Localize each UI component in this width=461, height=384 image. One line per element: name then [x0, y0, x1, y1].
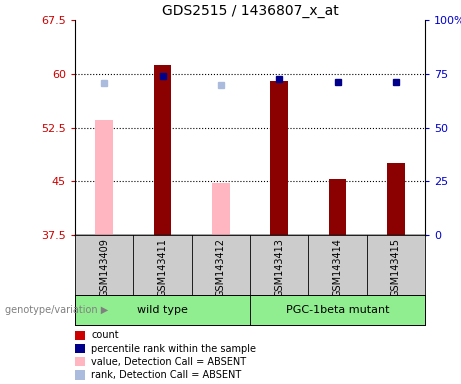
Bar — [329, 179, 346, 235]
Text: genotype/variation ▶: genotype/variation ▶ — [5, 305, 108, 315]
Text: count: count — [91, 330, 119, 340]
Bar — [75, 295, 250, 325]
Bar — [387, 163, 405, 235]
Bar — [154, 65, 171, 235]
Title: GDS2515 / 1436807_x_at: GDS2515 / 1436807_x_at — [162, 3, 338, 18]
Text: rank, Detection Call = ABSENT: rank, Detection Call = ABSENT — [91, 370, 242, 380]
Bar — [250, 295, 425, 325]
Text: GSM143409: GSM143409 — [99, 238, 109, 297]
Text: PGC-1beta mutant: PGC-1beta mutant — [286, 305, 389, 315]
Bar — [271, 81, 288, 235]
Text: GSM143414: GSM143414 — [332, 238, 343, 297]
Text: GSM143411: GSM143411 — [158, 238, 167, 297]
Text: percentile rank within the sample: percentile rank within the sample — [91, 344, 256, 354]
Text: GSM143415: GSM143415 — [391, 238, 401, 297]
Text: wild type: wild type — [137, 305, 188, 315]
Bar — [212, 184, 230, 235]
Text: GSM143413: GSM143413 — [274, 238, 284, 297]
Text: value, Detection Call = ABSENT: value, Detection Call = ABSENT — [91, 357, 246, 367]
Bar — [95, 120, 113, 235]
Text: GSM143412: GSM143412 — [216, 238, 226, 297]
